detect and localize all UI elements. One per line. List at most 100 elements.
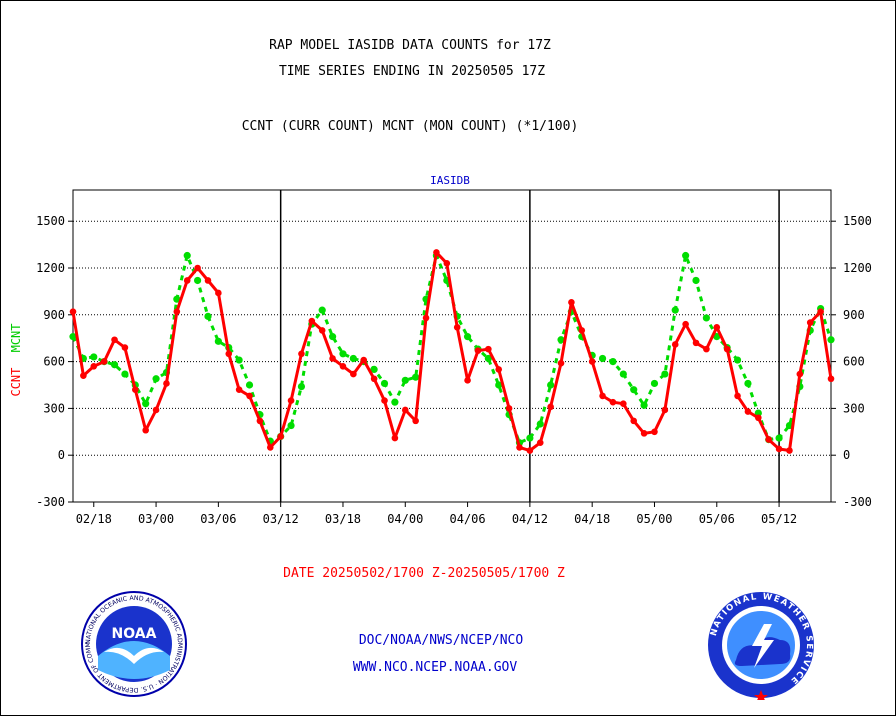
series-ccnt [69, 249, 835, 454]
y-label-ccnt: CCNT [9, 368, 23, 397]
data-point-ccnt [609, 398, 617, 406]
data-point-mcnt [297, 382, 306, 391]
data-point-ccnt [401, 406, 409, 414]
data-point-ccnt [620, 400, 627, 408]
data-point-mcnt [412, 373, 420, 381]
data-point-ccnt [827, 375, 835, 383]
data-point-ccnt [495, 366, 503, 373]
y-axis-left: -300 0 300 600 900 1200 1500 [36, 214, 73, 509]
data-point-mcnt [661, 370, 669, 378]
x-tick-label: 04/06 [450, 512, 486, 526]
data-point-ccnt [443, 260, 451, 267]
data-point-ccnt [100, 358, 108, 365]
y-axis-right: -300 0 300 600 900 1200 1500 [831, 214, 872, 509]
data-point-ccnt [806, 319, 814, 326]
data-point-mcnt [370, 365, 378, 373]
data-point-ccnt [516, 444, 523, 451]
nws-logo: NATIONAL WEATHER SERVICE [708, 592, 814, 700]
y-tick-label-left: 0 [58, 448, 65, 462]
data-point-mcnt [401, 376, 409, 384]
data-point-ccnt [183, 277, 191, 284]
data-point-ccnt [298, 350, 305, 358]
data-point-mcnt [339, 350, 347, 358]
plot-area [72, 189, 832, 503]
y-tick-label-left: 300 [43, 401, 65, 415]
data-point-ccnt [547, 403, 554, 411]
data-point-mcnt [245, 381, 254, 389]
data-point-ccnt [464, 377, 471, 384]
x-tick-label: 03/06 [200, 512, 236, 526]
data-point-ccnt [142, 426, 149, 434]
x-tick-label: 05/12 [761, 512, 797, 526]
data-point-ccnt [412, 417, 419, 425]
data-point-mcnt [173, 295, 181, 303]
noaa-logo-text: NOAA [112, 626, 157, 642]
data-point-mcnt [204, 312, 212, 320]
y-tick-label-right: 300 [843, 401, 865, 415]
data-point-ccnt [163, 380, 170, 387]
data-point-mcnt [754, 409, 762, 417]
data-point-mcnt [90, 353, 98, 361]
y-tick-label-left: -300 [36, 495, 65, 509]
data-point-ccnt [661, 406, 669, 414]
svg-text:CCNT MCNT: CCNT MCNT [9, 323, 23, 396]
data-point-ccnt [266, 444, 274, 451]
data-point-mcnt [194, 276, 202, 285]
y-tick-label-left: 1500 [36, 214, 65, 228]
data-point-mcnt [744, 379, 752, 388]
data-point-ccnt [557, 359, 565, 367]
data-point-ccnt [588, 358, 596, 365]
data-point-ccnt [485, 345, 492, 353]
data-point-ccnt [786, 447, 793, 454]
data-point-mcnt [484, 354, 492, 363]
y-axis-label: CCNT MCNT [9, 323, 23, 396]
data-point-mcnt [235, 356, 243, 364]
data-point-mcnt [121, 370, 129, 378]
data-point-mcnt [692, 276, 700, 285]
x-tick-label: 03/00 [138, 512, 174, 526]
footer-link-doc[interactable]: DOC/NOAA/NWS/NCEP/NCO [358, 633, 524, 648]
chart-subtitle: CCNT (CURR COUNT) MCNT (MON COUNT) (*1/1… [241, 119, 579, 134]
data-point-mcnt [598, 354, 607, 363]
data-point-ccnt [505, 405, 513, 412]
data-point-ccnt [152, 406, 160, 414]
data-point-ccnt [775, 445, 783, 453]
data-point-ccnt [817, 308, 824, 315]
data-point-ccnt [568, 299, 575, 306]
data-point-ccnt [194, 264, 201, 272]
data-point-ccnt [235, 386, 243, 393]
y-tick-label-right: -300 [843, 495, 872, 509]
data-point-mcnt [536, 420, 544, 428]
x-tick-label: 03/12 [263, 512, 299, 526]
data-point-mcnt [619, 370, 627, 378]
x-tick-label: 03/18 [325, 512, 361, 526]
data-point-ccnt [370, 375, 378, 383]
data-point-ccnt [256, 417, 264, 425]
data-point-ccnt [703, 345, 710, 353]
noaa-logo: NOAA NATIONAL OCEANIC AND ATMOSPHERIC AD… [80, 590, 187, 697]
data-point-ccnt [682, 320, 689, 328]
data-point-ccnt [453, 323, 461, 331]
data-point-ccnt [381, 397, 388, 404]
y-tick-label-left: 900 [43, 308, 65, 322]
data-point-ccnt [536, 439, 544, 447]
data-point-ccnt [474, 347, 482, 354]
data-point-mcnt [630, 386, 638, 394]
data-point-ccnt [225, 350, 233, 358]
data-point-ccnt [277, 433, 284, 440]
data-point-mcnt [214, 337, 222, 345]
data-point-mcnt [682, 251, 690, 260]
data-point-mcnt [328, 333, 337, 341]
x-tick-label: 04/18 [574, 512, 610, 526]
data-point-mcnt [391, 398, 399, 406]
data-point-ccnt [308, 317, 316, 325]
data-point-ccnt [734, 392, 741, 400]
footer-link-nco[interactable]: WWW.NCO.NCEP.NOAA.GOV [352, 660, 518, 675]
data-point-ccnt [69, 308, 77, 315]
data-point-ccnt [796, 370, 804, 378]
data-point-mcnt [827, 336, 835, 344]
data-point-mcnt [183, 251, 191, 260]
data-point-mcnt [671, 306, 679, 314]
date-range: DATE 20250502/1700 Z-20250505/1700 Z [283, 566, 565, 581]
